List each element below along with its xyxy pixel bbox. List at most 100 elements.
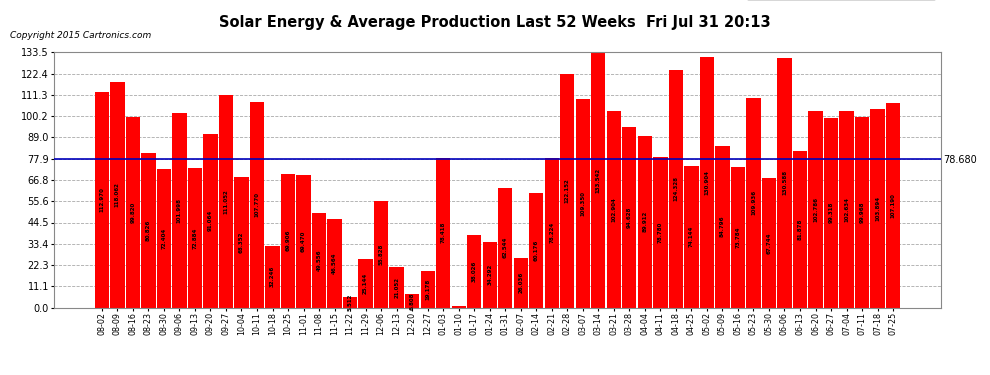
Text: 55.828: 55.828 xyxy=(378,243,383,265)
Bar xyxy=(328,219,342,308)
Bar xyxy=(95,92,109,308)
Text: 78.780: 78.780 xyxy=(658,222,663,243)
Text: 25.144: 25.144 xyxy=(363,273,368,294)
Bar xyxy=(374,201,388,308)
Text: 72.884: 72.884 xyxy=(192,227,197,249)
Text: 112.970: 112.970 xyxy=(99,187,104,212)
Bar xyxy=(731,166,745,308)
Text: 68.352: 68.352 xyxy=(239,231,244,253)
Bar xyxy=(544,158,559,308)
Bar xyxy=(436,158,450,308)
Bar xyxy=(265,246,279,308)
Text: 130.904: 130.904 xyxy=(705,170,710,195)
Text: 109.936: 109.936 xyxy=(751,190,756,215)
Text: 60.176: 60.176 xyxy=(534,239,539,261)
Bar xyxy=(575,99,590,308)
Text: 78.224: 78.224 xyxy=(549,222,554,243)
Bar xyxy=(870,109,885,307)
Bar xyxy=(824,118,839,308)
Text: 99.820: 99.820 xyxy=(131,201,136,223)
Text: 99.318: 99.318 xyxy=(829,202,834,223)
Text: 49.556: 49.556 xyxy=(317,249,322,271)
Bar xyxy=(855,117,869,308)
Text: 62.544: 62.544 xyxy=(503,237,508,258)
Text: 6.808: 6.808 xyxy=(410,292,415,310)
Text: 72.404: 72.404 xyxy=(161,228,166,249)
Bar xyxy=(560,74,574,307)
Bar xyxy=(793,151,807,308)
Bar xyxy=(482,242,497,308)
Bar xyxy=(312,213,326,308)
Bar xyxy=(172,112,186,308)
Bar xyxy=(591,53,606,308)
Bar xyxy=(638,136,652,308)
Text: 46.564: 46.564 xyxy=(332,252,337,274)
Bar xyxy=(669,70,683,308)
Bar xyxy=(498,188,513,308)
Bar xyxy=(343,297,357,307)
Bar xyxy=(281,174,295,308)
Bar xyxy=(529,192,544,308)
Text: 122.152: 122.152 xyxy=(564,178,570,203)
Bar xyxy=(622,127,637,308)
Bar xyxy=(700,57,714,308)
Bar xyxy=(203,134,218,308)
Text: 19.178: 19.178 xyxy=(425,279,431,300)
Bar xyxy=(467,235,481,308)
Text: 107.190: 107.190 xyxy=(891,193,896,217)
Text: 107.770: 107.770 xyxy=(254,192,259,217)
Text: 89.912: 89.912 xyxy=(643,211,647,232)
Bar xyxy=(156,169,171,308)
Bar xyxy=(249,102,264,308)
Text: 124.328: 124.328 xyxy=(673,176,678,201)
Bar xyxy=(840,111,853,308)
Bar xyxy=(219,95,233,308)
Text: 26.036: 26.036 xyxy=(518,272,524,293)
Text: 67.744: 67.744 xyxy=(766,232,771,254)
Text: 74.144: 74.144 xyxy=(689,226,694,248)
Bar xyxy=(886,103,900,308)
Text: Copyright 2015 Cartronics.com: Copyright 2015 Cartronics.com xyxy=(10,30,151,39)
Bar xyxy=(405,294,420,307)
Text: 101.998: 101.998 xyxy=(177,198,182,223)
Bar xyxy=(777,58,792,308)
Bar xyxy=(126,117,140,308)
Bar xyxy=(762,178,776,308)
Text: 94.628: 94.628 xyxy=(627,206,632,228)
Text: 103.894: 103.894 xyxy=(875,196,880,221)
Text: 102.904: 102.904 xyxy=(612,197,617,222)
Text: 32.246: 32.246 xyxy=(270,266,275,287)
Text: 133.542: 133.542 xyxy=(596,167,601,192)
Bar xyxy=(110,82,125,308)
Text: 78.418: 78.418 xyxy=(441,222,446,243)
Bar xyxy=(296,175,311,308)
Text: 80.826: 80.826 xyxy=(146,220,150,241)
Text: 111.052: 111.052 xyxy=(224,189,229,214)
Text: 69.470: 69.470 xyxy=(301,231,306,252)
Text: 99.968: 99.968 xyxy=(859,201,864,223)
Text: 69.906: 69.906 xyxy=(285,230,290,251)
Bar xyxy=(188,168,202,308)
Text: 102.634: 102.634 xyxy=(844,197,849,222)
Bar xyxy=(421,271,435,308)
Bar xyxy=(746,98,760,308)
Text: 109.350: 109.350 xyxy=(580,190,585,216)
Bar xyxy=(358,260,373,308)
Text: 5.512: 5.512 xyxy=(347,294,352,311)
Text: 118.062: 118.062 xyxy=(115,182,120,207)
Text: 73.784: 73.784 xyxy=(736,226,741,248)
Bar xyxy=(235,177,248,308)
Text: 130.588: 130.588 xyxy=(782,170,787,195)
Bar xyxy=(142,153,155,308)
Text: 38.026: 38.026 xyxy=(471,261,477,282)
Bar xyxy=(653,157,667,308)
Bar xyxy=(684,166,699,308)
Text: 84.796: 84.796 xyxy=(720,216,725,237)
Bar xyxy=(514,258,528,307)
Bar xyxy=(389,267,404,308)
Bar xyxy=(607,111,621,308)
Text: 91.064: 91.064 xyxy=(208,210,213,231)
Text: Solar Energy & Average Production Last 52 Weeks  Fri Jul 31 20:13: Solar Energy & Average Production Last 5… xyxy=(219,15,771,30)
Bar xyxy=(809,111,823,308)
Text: 81.878: 81.878 xyxy=(798,219,803,240)
